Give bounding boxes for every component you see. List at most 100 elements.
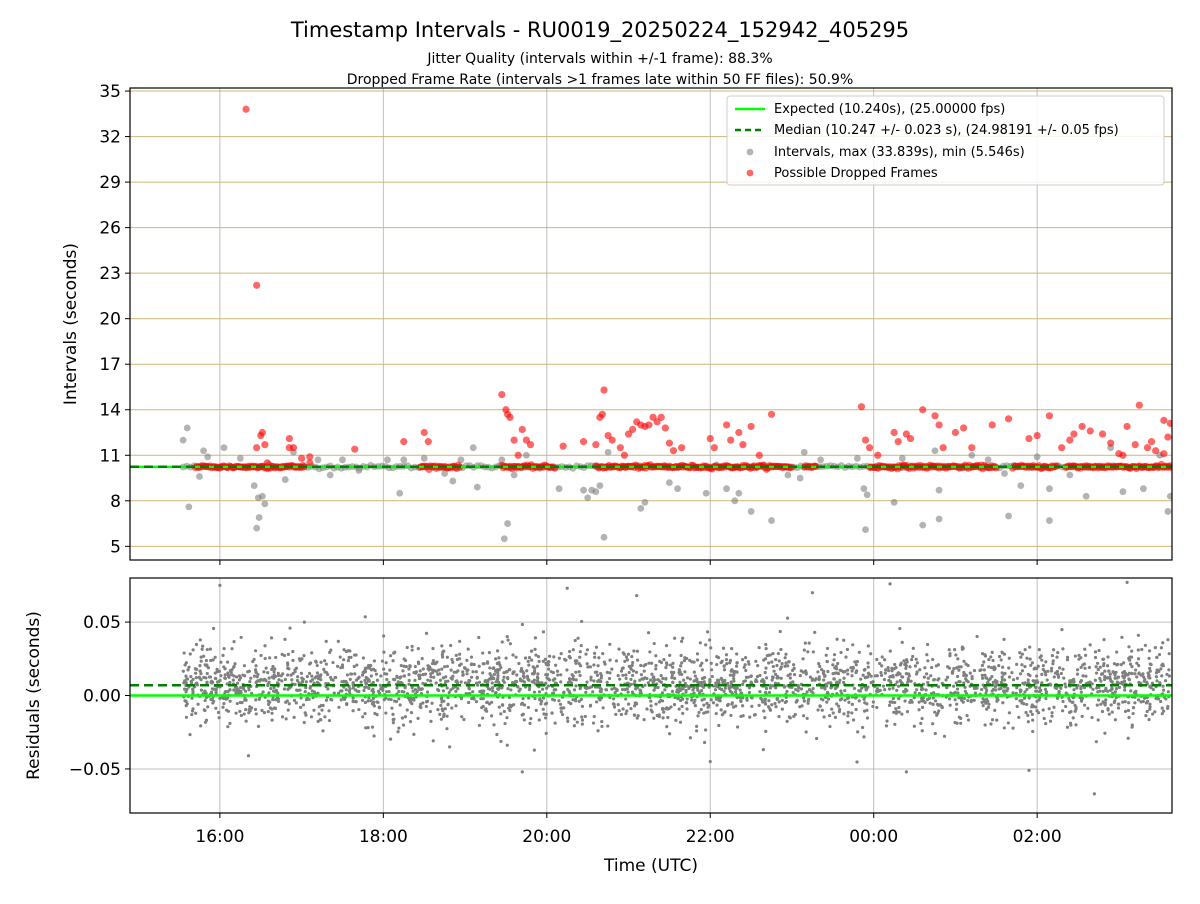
- residual-point: [921, 696, 925, 700]
- residual-point: [880, 655, 884, 659]
- dropped-frame-point: [657, 413, 665, 421]
- residual-point: [477, 635, 481, 640]
- residual-point: [580, 722, 584, 726]
- interval-point: [796, 474, 804, 482]
- residual-point: [842, 712, 846, 716]
- residual-point: [835, 671, 840, 675]
- residual-point: [502, 709, 506, 714]
- residual-point: [648, 650, 652, 654]
- residual-point: [766, 705, 771, 709]
- residual-point: [665, 725, 669, 729]
- residual-point: [831, 711, 835, 715]
- dropped-frame-point: [298, 454, 306, 462]
- residual-point: [500, 686, 504, 690]
- residual-point: [185, 702, 189, 706]
- residual-point: [888, 675, 892, 679]
- residual-point: [866, 661, 870, 665]
- residual-point: [219, 660, 223, 664]
- residual-point: [185, 677, 190, 681]
- residual-point: [1153, 645, 1157, 650]
- residual-point: [768, 686, 772, 690]
- residual-point: [301, 677, 305, 681]
- interval-point: [784, 471, 792, 479]
- residual-point: [1108, 688, 1113, 693]
- interval-point: [592, 488, 600, 496]
- residual-point: [688, 658, 692, 662]
- residual-point: [1053, 671, 1058, 675]
- residual-point: [527, 656, 532, 660]
- residual-point: [577, 670, 581, 674]
- residual-point: [256, 724, 261, 728]
- residual-point: [636, 714, 640, 718]
- residual-point: [931, 696, 935, 700]
- residual-point: [746, 660, 750, 664]
- residual-point: [828, 724, 832, 729]
- residual-point: [492, 723, 496, 727]
- residual-point: [713, 688, 718, 692]
- residual-point: [199, 659, 203, 663]
- residual-point: [1037, 698, 1041, 702]
- residual-point: [959, 665, 963, 669]
- dropped-frame-point: [1119, 451, 1127, 459]
- residual-point: [1155, 679, 1159, 683]
- residual-point: [1083, 666, 1087, 670]
- residual-point: [228, 680, 232, 685]
- residual-point: [214, 676, 218, 681]
- residual-point: [363, 711, 367, 716]
- residual-point: [878, 661, 882, 666]
- residual-point: [481, 697, 485, 701]
- residual-point: [503, 721, 507, 726]
- residual-point: [219, 674, 223, 678]
- residual-point: [501, 703, 505, 707]
- residual-point: [1164, 697, 1168, 701]
- residual-point: [1100, 671, 1105, 676]
- dropped-frame-point: [727, 436, 735, 444]
- residual-point: [858, 689, 862, 693]
- residual-point: [1074, 705, 1078, 709]
- y-tick-label: 26: [99, 219, 121, 239]
- interval-point: [596, 482, 604, 490]
- residual-point: [483, 708, 487, 712]
- residual-point: [986, 699, 990, 704]
- residual-point: [779, 665, 783, 669]
- residual-point: [804, 730, 808, 734]
- dropped-frame-point: [739, 441, 747, 449]
- residual-point: [221, 705, 225, 709]
- residual-point: [1128, 662, 1133, 666]
- residual-point: [413, 671, 418, 675]
- residual-point: [915, 670, 919, 674]
- residual-point: [411, 689, 415, 693]
- residual-point: [374, 672, 379, 676]
- residual-point: [337, 705, 341, 709]
- residual-point: [319, 673, 323, 677]
- residual-point: [638, 688, 642, 692]
- residual-point: [899, 680, 903, 684]
- residual-point: [1035, 674, 1039, 678]
- dropped-frame-point: [592, 441, 600, 449]
- residual-point: [999, 680, 1003, 685]
- dropped-frame-point: [1152, 447, 1160, 455]
- residual-point: [875, 689, 879, 693]
- residual-point: [253, 668, 258, 672]
- residual-point: [1007, 711, 1012, 715]
- residual-point: [954, 681, 958, 685]
- legend-swatch-dot: [746, 148, 754, 156]
- residual-point: [673, 636, 677, 640]
- residual-point: [578, 655, 582, 659]
- residual-point: [226, 674, 231, 678]
- dropped-frame-point: [1066, 436, 1074, 444]
- residual-point: [880, 664, 884, 668]
- residual-point: [1075, 686, 1079, 690]
- residual-point: [440, 653, 444, 657]
- residual-point: [563, 657, 567, 661]
- residual-point: [710, 674, 714, 679]
- residual-point: [957, 680, 961, 684]
- residual-point: [474, 670, 478, 674]
- residual-point: [914, 657, 918, 661]
- residual-point: [212, 699, 216, 703]
- residual-point: [393, 699, 397, 703]
- residual-point: [435, 669, 439, 673]
- residual-point: [200, 647, 204, 651]
- residual-point: [995, 696, 999, 701]
- residual-point: [345, 702, 349, 707]
